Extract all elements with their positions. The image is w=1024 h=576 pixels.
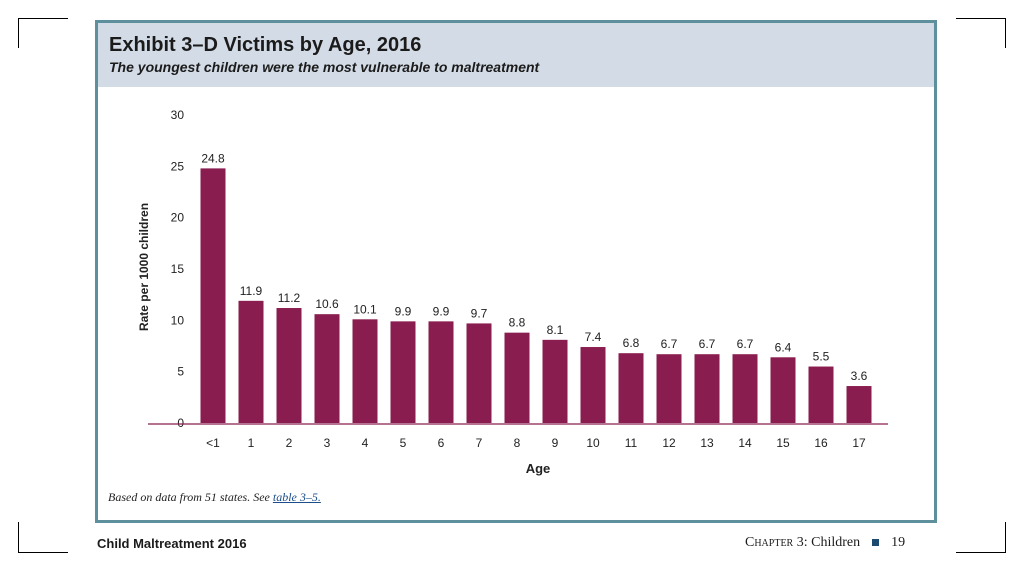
bar [580, 347, 606, 423]
bar [352, 319, 378, 423]
bar-value-label: 10.6 [315, 297, 339, 311]
x-tick-label: 12 [662, 436, 676, 450]
bar-value-label: 6.7 [699, 337, 716, 351]
bar-value-label: 11.2 [278, 291, 301, 305]
bar-value-label: 10.1 [353, 302, 377, 316]
x-tick-label: 15 [776, 436, 790, 450]
y-tick-label: 10 [171, 313, 185, 327]
bar [808, 366, 834, 423]
x-axis-label: Age [526, 461, 551, 476]
y-tick-label: 5 [177, 365, 184, 379]
exhibit-box: Exhibit 3–D Victims by Age, 2016 The you… [95, 20, 937, 523]
bar-value-label: 6.7 [661, 337, 678, 351]
x-tick-label: 10 [586, 436, 600, 450]
footer-chapter: Chapter 3: Children 19 [745, 535, 905, 551]
bar-value-label: 6.8 [623, 336, 640, 350]
bar-value-label: 5.5 [813, 350, 830, 364]
x-tick-label: 7 [476, 436, 483, 450]
y-tick-label: 0 [177, 416, 184, 430]
x-tick-label: <1 [206, 436, 220, 450]
footer-chapter-rest: 3: Children [793, 535, 861, 550]
footer-publication-title: Child Maltreatment 2016 [97, 536, 247, 551]
crop-mark-top-left-h [18, 18, 68, 19]
bar [504, 332, 530, 423]
x-tick-label: 9 [552, 436, 559, 450]
bar [314, 314, 340, 423]
bar-value-label: 6.4 [775, 340, 792, 354]
bar [770, 357, 796, 423]
y-tick-label: 25 [171, 159, 185, 173]
y-tick-label: 20 [171, 211, 185, 225]
bar-value-label: 3.6 [851, 369, 868, 383]
exhibit-subtitle: The youngest children were the most vuln… [109, 59, 540, 75]
bar-value-label: 8.8 [509, 316, 526, 330]
crop-mark-top-right-h [956, 18, 1006, 19]
bar-value-label: 24.8 [201, 151, 225, 165]
bar-value-label: 7.4 [585, 330, 602, 344]
x-tick-label: 5 [400, 436, 407, 450]
bullet-icon [872, 538, 880, 546]
crop-mark-bottom-right-h [956, 552, 1006, 553]
bar [694, 354, 720, 423]
y-tick-label: 15 [171, 262, 185, 276]
bar-value-label: 9.9 [433, 304, 450, 318]
bar [656, 354, 682, 423]
bar [276, 308, 302, 423]
bar-value-label: 9.7 [471, 306, 488, 320]
table-link[interactable]: table 3–5. [272, 490, 321, 504]
y-axis-label: Rate per 1000 children [137, 203, 151, 331]
x-tick-label: 3 [324, 436, 331, 450]
bar [618, 353, 644, 423]
exhibit-title: Exhibit 3–D Victims by Age, 2016 [109, 34, 422, 56]
x-tick-label: 4 [362, 436, 369, 450]
x-tick-label: 17 [852, 436, 866, 450]
footnote-text: Based on data from 51 states. See [108, 490, 273, 504]
crop-mark-top-left-v [18, 18, 19, 48]
x-tick-label: 16 [814, 436, 828, 450]
crop-mark-top-right-v [1005, 18, 1006, 48]
bar-value-label: 8.1 [547, 323, 564, 337]
page-number: 19 [891, 535, 906, 550]
x-tick-label: 14 [738, 436, 752, 450]
x-tick-label: 8 [514, 436, 521, 450]
crop-mark-bottom-left-h [18, 552, 68, 553]
bar [428, 321, 454, 423]
bar-value-label: 6.7 [737, 337, 754, 351]
x-tick-label: 13 [700, 436, 714, 450]
x-tick-label: 6 [438, 436, 445, 450]
bar [200, 168, 226, 423]
bar [238, 300, 264, 423]
bar [466, 323, 492, 423]
x-tick-label: 1 [248, 436, 255, 450]
bar [542, 339, 568, 423]
bar [732, 354, 758, 423]
bar [390, 321, 416, 423]
bar [846, 386, 872, 423]
crop-mark-bottom-left-v [18, 522, 19, 552]
x-tick-label: 2 [286, 436, 293, 450]
crop-mark-bottom-right-v [1005, 522, 1006, 552]
footnote: Based on data from 51 states. See table … [108, 490, 321, 505]
footer-chapter-word: Chapter [745, 535, 794, 550]
exhibit-header: Exhibit 3–D Victims by Age, 2016 The you… [98, 23, 934, 87]
x-tick-label: 11 [625, 436, 638, 450]
y-tick-label: 30 [171, 108, 185, 122]
bar-value-label: 9.9 [395, 304, 412, 318]
bar-value-label: 11.9 [240, 284, 263, 298]
